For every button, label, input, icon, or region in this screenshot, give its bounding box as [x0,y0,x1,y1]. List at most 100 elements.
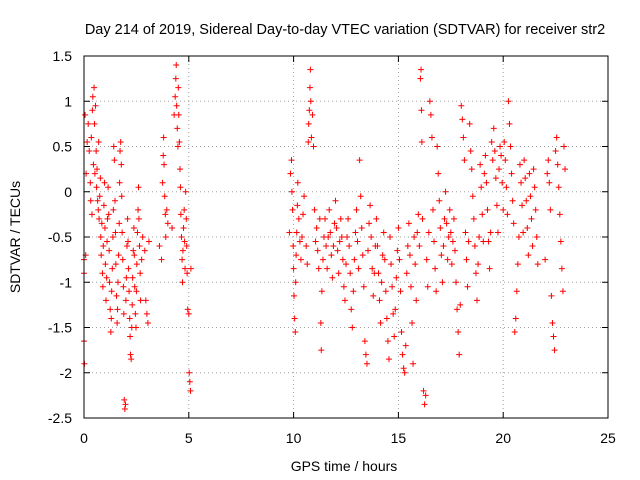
data-point [373,215,380,222]
data-point [460,134,467,141]
x-tick-label: 15 [391,430,407,446]
data-point [479,211,486,218]
data-point [470,215,477,222]
data-point [87,197,94,204]
data-point [358,224,365,231]
data-point [117,148,124,155]
data-point [427,111,434,118]
data-point [160,134,167,141]
data-point [98,220,105,227]
data-point [511,329,518,336]
data-point [319,256,326,263]
data-point [424,283,431,290]
data-point [135,215,142,222]
data-point [558,265,565,272]
data-point [529,243,536,250]
data-point [96,215,103,222]
data-point [499,179,506,186]
data-point [395,224,402,231]
data-point [391,333,398,340]
data-point [419,215,426,222]
data-point [121,405,128,412]
data-point [390,310,397,317]
y-tick-label: -2 [60,365,73,381]
data-point [397,288,404,295]
data-point [95,138,102,145]
data-point [337,215,344,222]
data-point [132,310,139,317]
data-point [393,274,400,281]
data-point [382,288,389,295]
data-point [317,319,324,326]
data-point [184,306,191,313]
y-tick-label: -1.5 [48,320,72,336]
data-point [291,315,298,322]
data-point [379,252,386,259]
data-point [477,161,484,168]
data-point [555,184,562,191]
data-point [137,297,144,304]
data-point [113,292,120,299]
data-point [552,148,559,155]
data-point [497,143,504,150]
data-point [88,211,95,218]
data-point [186,369,193,376]
data-point [492,175,499,182]
data-point [175,111,182,118]
data-point [493,202,500,209]
data-point [106,247,113,254]
data-point [125,265,132,272]
data-point [418,138,425,145]
data-point [344,234,351,240]
data-point [462,229,469,236]
data-point [291,292,298,299]
data-point [296,238,303,245]
data-point [306,107,313,114]
data-point [160,152,167,159]
data-point [122,297,129,304]
data-point [88,134,95,141]
data-point [89,93,96,100]
data-point [458,102,465,109]
data-point [107,306,114,313]
x-tick-label: 5 [185,430,193,446]
data-point [484,206,491,213]
data-point [526,170,533,177]
data-point [445,234,452,240]
data-point [185,310,192,317]
data-point [326,206,333,213]
data-point [121,396,128,403]
data-point [114,306,121,313]
data-point [505,98,512,105]
data-point [175,84,182,91]
data-point [336,238,343,245]
data-point [367,202,374,209]
data-point [324,265,331,272]
data-point [297,256,304,263]
data-point [103,297,110,304]
data-point [91,120,98,127]
data-point [103,274,110,281]
data-point [464,283,471,290]
data-point [355,265,362,272]
data-point [468,166,475,173]
data-point [469,193,476,200]
data-point [446,206,453,213]
data-point [437,224,444,231]
data-point [451,247,458,254]
data-point [338,234,345,240]
data-point [455,329,462,336]
data-point [431,238,438,245]
data-point [472,270,479,277]
data-point [141,247,148,254]
data-point [118,161,125,168]
data-point [353,206,360,213]
data-point [93,184,100,191]
data-point [289,206,296,213]
y-tick-label: -0.5 [48,229,72,245]
data-point [530,166,537,173]
data-point [312,238,319,245]
data-point [491,148,498,155]
y-tick-label: 1.5 [53,48,73,64]
data-point [444,256,451,263]
